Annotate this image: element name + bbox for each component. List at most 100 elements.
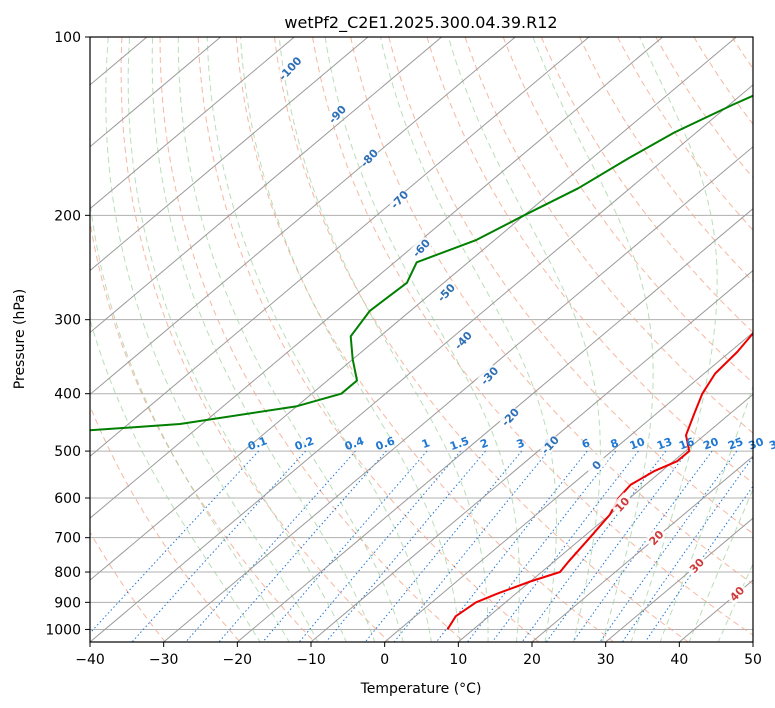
mixing-ratio-label: 6 [580,436,592,451]
mixing-ratio-line [393,450,549,642]
plot-frame [89,36,754,643]
x-tick-label: −20 [223,652,253,668]
x-axis: −40 −30 −20 −10 0 10 20 30 40 50 [75,642,762,668]
x-axis-title: Temperature (°C) [360,681,482,697]
dry-adiabat [120,37,390,642]
mixing-ratio-line [262,450,428,642]
isotherm-label-bg [409,235,433,260]
isotherm-label: -70 [388,188,411,212]
moist-adiabat [380,37,557,642]
y-tick-label: 800 [54,565,81,581]
mixing-ratio-label: 30 [747,435,766,453]
mixing-ratio-label: 25 [726,435,745,452]
mixing-ratio-line [545,450,689,642]
mixing-ratio-line [325,450,486,642]
isotherm-label: -20 [499,405,522,429]
mixing-ratio-label: 0.6 [374,434,397,453]
mixing-ratio-line [364,450,523,642]
dry-adiabats [90,37,775,642]
isotherm-label-bg [278,56,302,80]
mixing-ratio-label: 8 [609,436,621,451]
mixing-ratio-line [90,450,260,634]
dry-adiabat [693,37,753,125]
x-tick-label: 10 [449,652,467,668]
dry-adiabat [312,37,753,636]
mixing-ratio-line [521,450,667,642]
x-tick-label: −30 [149,652,179,668]
isotherm-line [752,641,753,642]
mixing-ratio-label: 1 [420,436,432,451]
moist-adiabat [177,37,404,642]
x-tick-label: 20 [523,652,541,668]
mixing-ratio-line [621,456,753,642]
isotherm-line [458,393,753,642]
isotherm-label: -10 [539,433,562,457]
mixing-ratio-label: 1.5 [448,434,471,453]
isotherm-line [163,146,753,642]
dry-adiabat [350,37,753,585]
y-tick-label: 600 [54,491,81,507]
mixing-ratio-line [644,485,753,642]
isotherm-line [90,84,753,642]
isotherm-label-bg [724,581,749,606]
moist-adiabat [90,198,290,642]
dry-adiabat [655,37,753,179]
isotherm-line [90,37,516,396]
y-tick-label: 900 [54,595,81,611]
y-tick-label: 1000 [45,622,81,638]
dry-adiabat [90,531,166,642]
moist-adiabat [206,37,432,642]
isotherm-line [679,579,753,642]
moist-adiabat [688,488,753,642]
mixing-ratio-label: 10 [628,435,647,453]
isotherm-label-bg [477,363,501,388]
moist-adiabat [447,37,601,642]
moist-adiabat [105,37,319,642]
x-tick-label: 40 [670,652,688,668]
isotherm-label: -100 [276,54,305,83]
mixing-ratio-label: 0.4 [343,434,366,453]
isotherm-label-bg [451,328,475,352]
dry-adiabat [579,37,753,283]
plot-labels: 0.10.20.40.611.52346810131620253036-100-… [246,54,775,606]
isotherm-label: -90 [326,103,349,127]
moist-adiabats [90,37,753,642]
isotherm-label-bg [584,453,608,477]
dry-adiabat [197,37,540,642]
moist-adiabat [278,37,489,642]
isotherm-line [384,331,753,642]
isotherm-label-bg [610,492,634,516]
dry-adiabat [770,37,775,642]
y-tick-label: 500 [54,444,81,460]
mixing-ratio-label: 20 [701,435,720,453]
mixing-ratio-line [572,450,713,642]
isotherms [90,37,753,642]
dry-adiabat [502,37,753,384]
isotherm-line [90,37,590,457]
moist-adiabat [90,317,261,642]
isotherm-label-bg [644,525,668,550]
moist-adiabat [324,37,520,642]
mixing-ratio-label: 0.2 [293,434,316,453]
isotherm-label-bg [434,280,458,304]
x-tick-label: 0 [380,652,389,668]
isotherm-line [90,37,221,148]
y-tick-label: 700 [54,531,81,547]
y-tick-label: 400 [54,387,81,403]
dry-adiabat [464,37,753,434]
x-tick-label: −10 [296,652,326,668]
mixing-ratio-label: 16 [677,435,696,453]
isotherm-line [90,37,369,272]
isotherm-line [90,37,442,334]
isotherm-line [90,37,663,519]
chart-title: wetPf2_C2E1.2025.300.04.39.R12 [284,13,557,33]
moist-adiabat [630,37,718,642]
sounding-line [90,94,753,432]
isotherm-label-bg [387,187,411,211]
mixing-ratio-line [599,450,738,642]
isotherm-line [90,37,737,581]
isotherm-line [310,269,753,642]
mixing-ratio-line [467,450,617,642]
dry-adiabat [235,37,614,642]
mixing-ratio-line [185,450,356,642]
